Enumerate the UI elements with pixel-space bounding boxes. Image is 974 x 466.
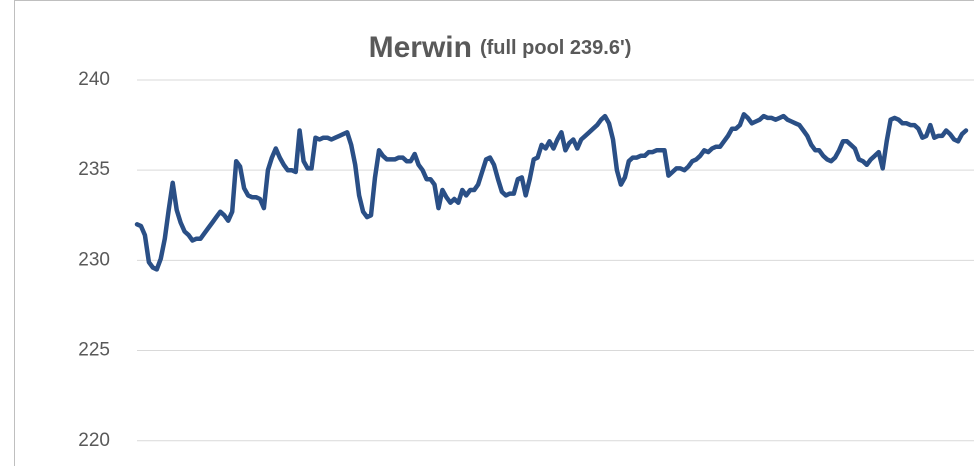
chart-title-group: Merwin (full pool 239.6') (369, 31, 632, 64)
y-tick-label: 240 (78, 69, 110, 90)
data-line (134, 112, 969, 272)
y-tick-label: 230 (78, 249, 110, 270)
y-tick-label: 235 (78, 159, 110, 180)
y-tick-label: 220 (78, 430, 110, 451)
chart-subtitle: (full pool 239.6') (480, 37, 631, 59)
chart-frame (14, 0, 974, 466)
chart-title: Merwin (369, 31, 472, 64)
y-tick-label: 225 (78, 340, 110, 361)
